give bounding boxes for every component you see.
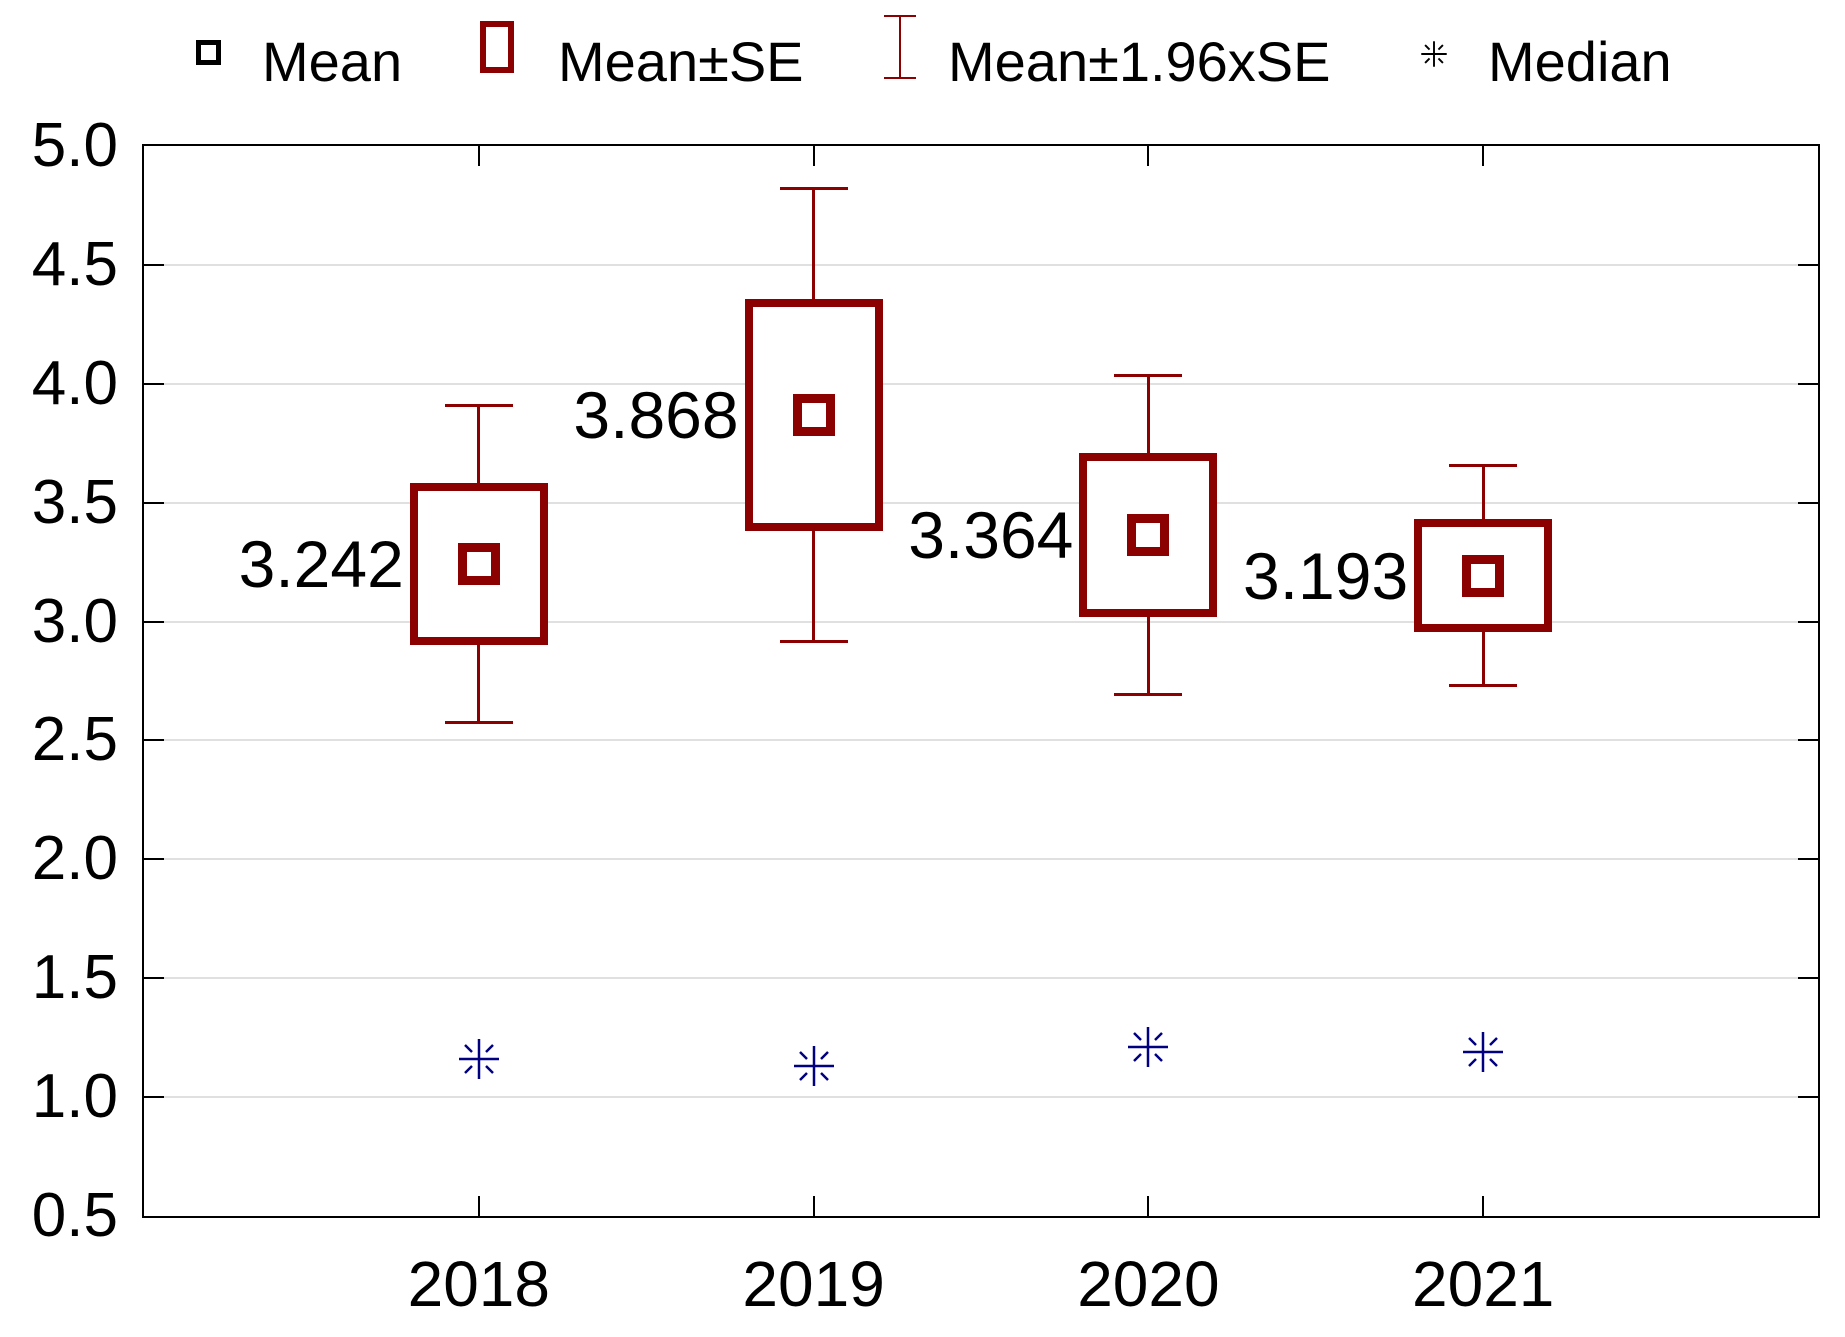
- whisker-cap-high-2021: [1449, 464, 1518, 468]
- y-tick-right-1.5: [1798, 977, 1818, 980]
- y-tick-right-2.5: [1798, 739, 1818, 742]
- y-axis-label-2.5: 2.5: [31, 705, 118, 775]
- y-tick-right-3.0: [1798, 620, 1818, 623]
- x-axis-label-2021: 2021: [1412, 1248, 1555, 1320]
- legend-label-mean-se: Mean±SE: [558, 30, 804, 93]
- gridline-4.5: [144, 263, 1818, 266]
- mean-value-label-2018: 3.242: [238, 527, 404, 601]
- whisker-cap-low-2021: [1449, 684, 1518, 688]
- y-axis-label-3.5: 3.5: [31, 467, 118, 537]
- gridline-4.0: [144, 382, 1818, 385]
- gridline-2.5: [144, 739, 1818, 742]
- median-marker-2020: [1128, 1027, 1169, 1068]
- y-tick-right-2.0: [1798, 858, 1818, 861]
- whisker-cap-high-2018: [444, 403, 513, 407]
- y-tick-right-3.5: [1798, 501, 1818, 504]
- y-axis-label-3.0: 3.0: [31, 586, 118, 656]
- legend-whisker-icon: [884, 15, 916, 79]
- y-tick-left-3.0: [144, 620, 164, 623]
- x-tick-bottom-2021: [1482, 1196, 1485, 1216]
- whisker-cap-low-2020: [1114, 693, 1183, 697]
- median-marker-2019: [793, 1046, 834, 1087]
- x-axis-label-2018: 2018: [407, 1248, 550, 1320]
- y-axis-label-2.0: 2.0: [31, 824, 118, 894]
- gridline-1.5: [144, 977, 1818, 980]
- y-tick-right-4.5: [1798, 263, 1818, 266]
- whisker-cap-high-2019: [779, 187, 848, 191]
- x-tick-bottom-2018: [477, 1196, 480, 1216]
- y-tick-right-4.0: [1798, 382, 1818, 385]
- gridline-3.0: [144, 620, 1818, 623]
- whisker-cap-low-2018: [444, 721, 513, 725]
- y-axis-label-5.0: 5.0: [31, 111, 118, 180]
- legend-label-mean-196se: Mean±1.96xSE: [948, 30, 1331, 93]
- plot-frame: [142, 144, 1820, 1218]
- x-tick-bottom-2020: [1147, 1196, 1150, 1216]
- mean-value-label-2021: 3.193: [1243, 538, 1409, 613]
- whisker-cap-high-2020: [1114, 373, 1183, 377]
- y-tick-right-1.0: [1798, 1096, 1818, 1099]
- gridline-3.5: [144, 501, 1818, 504]
- gridline-1.0: [144, 1096, 1818, 1099]
- x-axis-label-2020: 2020: [1077, 1248, 1220, 1320]
- y-tick-left-1.5: [144, 977, 164, 980]
- gridline-2.0: [144, 858, 1818, 861]
- mean-marker-2021: [1462, 554, 1505, 597]
- x-tick-top-2018: [477, 146, 480, 166]
- y-tick-left-2.5: [144, 739, 164, 742]
- y-tick-left-1.0: [144, 1096, 164, 1099]
- x-tick-bottom-2019: [812, 1196, 815, 1216]
- x-tick-top-2021: [1482, 146, 1485, 166]
- y-tick-left-4.0: [144, 382, 164, 385]
- legend-median-star-icon: [1421, 41, 1447, 67]
- x-tick-top-2019: [812, 146, 815, 166]
- y-tick-left-4.5: [144, 263, 164, 266]
- y-axis-label-1.0: 1.0: [31, 1062, 118, 1132]
- y-tick-left-2.0: [144, 858, 164, 861]
- mean-value-label-2019: 3.868: [573, 378, 739, 453]
- median-marker-2018: [458, 1039, 499, 1080]
- mean-marker-2019: [792, 394, 835, 437]
- y-axis-label-1.5: 1.5: [31, 943, 118, 1013]
- x-axis-label-2019: 2019: [742, 1248, 885, 1320]
- y-axis-label-4.0: 4.0: [31, 348, 118, 418]
- legend-mean-square-icon: [196, 40, 221, 65]
- mean-marker-2018: [457, 543, 500, 585]
- y-tick-left-3.5: [144, 501, 164, 504]
- whisker-cap-low-2019: [779, 640, 848, 644]
- legend-label-mean: Mean: [262, 30, 403, 93]
- legend-se-box-icon: [480, 21, 514, 73]
- y-axis-label-0.5: 0.5: [31, 1181, 118, 1250]
- x-tick-top-2020: [1147, 146, 1150, 166]
- legend-label-median: Median: [1488, 30, 1672, 93]
- mean-marker-2020: [1127, 514, 1170, 556]
- mean-value-label-2020: 3.364: [908, 498, 1074, 572]
- y-axis-label-4.5: 4.5: [31, 229, 118, 299]
- median-marker-2021: [1463, 1031, 1504, 1072]
